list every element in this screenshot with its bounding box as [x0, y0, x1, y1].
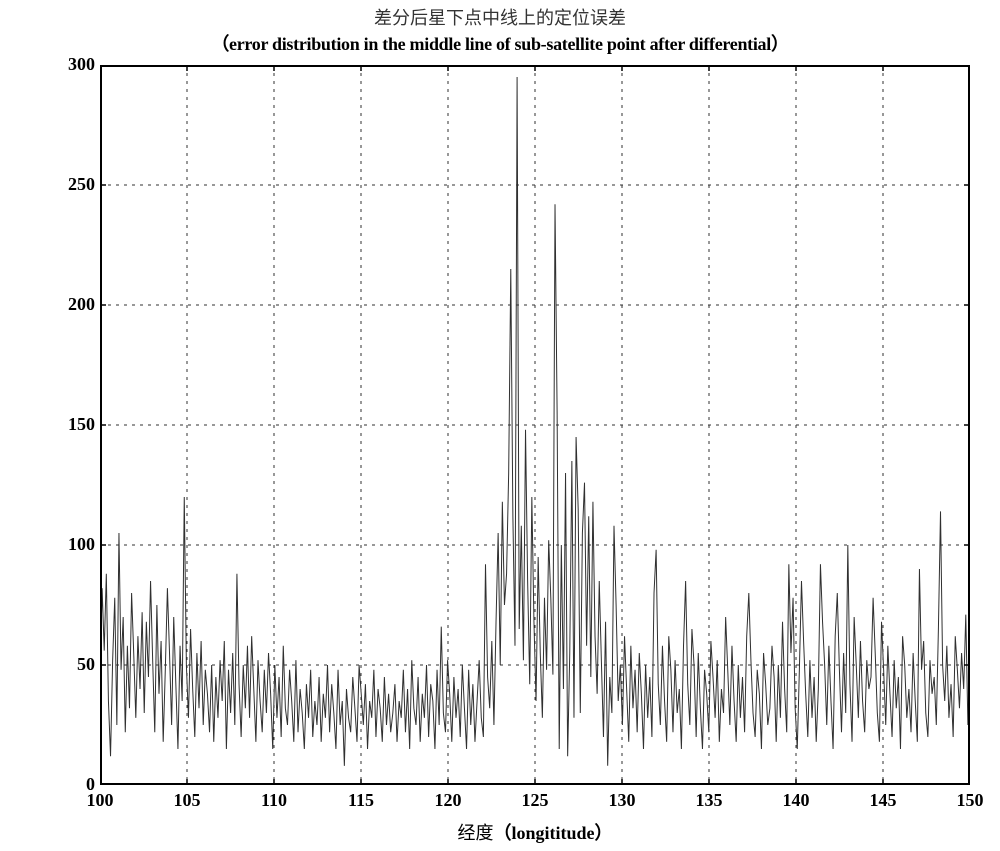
chart-svg [100, 65, 970, 785]
x-tick-label: 150 [950, 790, 990, 811]
x-tick-label: 135 [689, 790, 729, 811]
y-tick-label: 100 [35, 534, 95, 555]
x-tick-label: 115 [341, 790, 381, 811]
chart-wrapper: 差分后星下点中线上的定位误差 （error distribution in th… [0, 0, 1000, 851]
chart-title-cn: 差分后星下点中线上的定位误差 [0, 4, 1000, 30]
x-axis-label-cn: 经度 [457, 823, 493, 843]
x-axis-label-en: （longititude） [493, 823, 612, 843]
x-tick-label: 120 [428, 790, 468, 811]
y-tick-label: 300 [35, 54, 95, 75]
x-axis-label: 经度（longititude） [100, 819, 970, 845]
x-tick-label: 145 [863, 790, 903, 811]
y-tick-label: 50 [35, 654, 95, 675]
x-tick-label: 140 [776, 790, 816, 811]
x-tick-label: 110 [254, 790, 294, 811]
x-tick-label: 125 [515, 790, 555, 811]
x-tick-label: 130 [602, 790, 642, 811]
y-tick-label: 200 [35, 294, 95, 315]
chart-title-en: （error distribution in the middle line o… [0, 30, 1000, 56]
x-tick-label: 105 [167, 790, 207, 811]
y-tick-label: 150 [35, 414, 95, 435]
x-tick-label: 100 [80, 790, 120, 811]
y-tick-label: 250 [35, 174, 95, 195]
